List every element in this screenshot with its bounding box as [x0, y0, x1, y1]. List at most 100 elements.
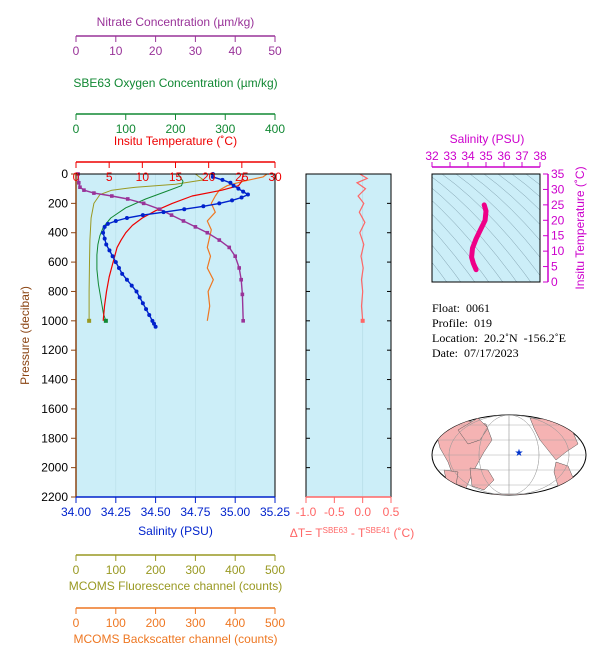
ts-isopycnal-line [432, 213, 490, 282]
salinity-point [153, 324, 158, 329]
ts-isopycnal-line [497, 174, 540, 211]
float-location-star-icon: ★ [515, 448, 524, 459]
nitrate-point [240, 292, 245, 297]
backscatter-tick-label: 500 [265, 616, 285, 630]
salinity-point [102, 224, 107, 229]
pressure-tick-label: 0 [61, 167, 68, 181]
salinity-point [150, 318, 155, 323]
ts-isopycnal-line [432, 200, 504, 282]
float-label: Float: 0061 [432, 301, 491, 315]
salinity-point [230, 198, 235, 203]
temperature-tick-label: 5 [106, 170, 113, 184]
salinity-point [245, 192, 250, 197]
salinity-point [137, 295, 142, 300]
salinity-point [201, 204, 206, 209]
temperature-tick-label: 25 [235, 170, 249, 184]
nitrate-point [157, 207, 162, 212]
delta-t-tick-label: 0.5 [383, 505, 400, 519]
pressure-tick-label: 400 [48, 226, 68, 240]
ts-isopycnal-line [525, 174, 540, 186]
delta-t-plot-area [306, 174, 391, 497]
backscatter-tick-label: 400 [225, 616, 245, 630]
nitrate-tick-label: 0 [73, 44, 80, 58]
location-label: Location: 20.2˚N -156.2˚E [432, 331, 566, 345]
nitrate-point [237, 266, 241, 270]
nitrate-point [233, 254, 237, 259]
temperature-tick-label: 15 [169, 170, 183, 184]
ts-temperature-tick-label: 15 [551, 229, 565, 243]
world-map: ★ [431, 414, 587, 496]
fluorescence-tick-label: 500 [265, 563, 285, 577]
salinity-point [144, 307, 149, 312]
salinity-point [104, 242, 109, 247]
salinity-tick-label: 34.75 [180, 505, 210, 519]
backscatter-line [206, 173, 268, 321]
salinity-point [228, 180, 233, 185]
fluorescence-tick-label: 400 [225, 563, 245, 577]
salinity-point [231, 183, 236, 188]
oxygen-line [96, 173, 184, 321]
salinity-point [124, 277, 129, 282]
ts-temperature-tick-label: 25 [551, 198, 565, 212]
salinity-point [217, 201, 222, 206]
fluorescence-tick-label: 200 [146, 563, 166, 577]
ts-salinity-tick-label: 38 [533, 149, 547, 163]
oxygen-tick-label: 100 [116, 122, 136, 136]
ts-isopycnal-line [432, 261, 448, 282]
nitrate-point [141, 201, 146, 206]
salinity-tick-label: 34.25 [101, 505, 131, 519]
temperature-tick-label: 10 [136, 170, 150, 184]
nitrate-point [125, 197, 130, 201]
delta-t-tick-label: -0.5 [324, 505, 345, 519]
ts-temperature-tick-label: 0 [551, 275, 558, 289]
oxygen-tick-label: 0 [73, 122, 80, 136]
ts-isopycnal-line [432, 228, 476, 282]
date-label: Date: 07/17/2023 [432, 346, 519, 360]
ts-salinity-tick-label: 34 [461, 149, 475, 163]
nitrate-tick-label: 40 [229, 44, 243, 58]
pressure-tick-label: 800 [48, 284, 68, 298]
pressure-tick-label: 1800 [41, 431, 68, 445]
salinity-tick-label: 34.00 [61, 505, 91, 519]
nitrate-point [92, 191, 96, 195]
ts-frame [431, 173, 541, 283]
salinity-point [140, 301, 145, 306]
temperature-line [102, 173, 244, 321]
salinity-point [110, 254, 115, 259]
salinity-point [113, 218, 118, 223]
map-continent [443, 469, 459, 489]
ts-salinity-axis-label: Salinity (PSU) [450, 132, 525, 146]
ts-isopycnal-line [432, 187, 518, 282]
profile-label: Profile: 019 [432, 316, 492, 330]
ts-salinity-tick-label: 32 [425, 149, 439, 163]
pressure-tick-label: 1200 [41, 343, 68, 357]
ts-temperature-tick-label: 20 [551, 213, 565, 227]
ts-salinity-tick-label: 36 [497, 149, 511, 163]
pressure-tick-label: 600 [48, 255, 68, 269]
pressure-tick-label: 200 [48, 196, 68, 210]
salinity-point [116, 265, 121, 270]
salinity-tick-label: 35.00 [220, 505, 250, 519]
salinity-point [140, 213, 145, 218]
salinity-point [152, 321, 157, 326]
salinity-point [210, 174, 215, 179]
nitrate-point [110, 194, 114, 198]
fluorescence-end-marker [87, 318, 92, 323]
ts-temperature-tick-label: 5 [551, 260, 558, 274]
salinity-point [102, 236, 107, 241]
salinity-point [182, 207, 187, 212]
oxygen-tick-label: 200 [165, 122, 185, 136]
temperature-axis-label: Insitu Temperature (˚C) [114, 134, 237, 148]
oxygen-tick-label: 300 [215, 122, 235, 136]
delta-t-axis-label: ΔT= TSBE63 - TSBE41 (˚C) [290, 526, 414, 541]
fluorescence-tick-label: 0 [73, 563, 80, 577]
salinity-point [220, 177, 225, 182]
pressure-tick-label: 2000 [41, 461, 68, 475]
salinity-axis-label: Salinity (PSU) [138, 524, 213, 538]
salinity-point [107, 248, 112, 253]
salinity-point [147, 312, 152, 317]
pressure-tick-label: 1600 [41, 402, 68, 416]
salinity-point [113, 260, 118, 265]
ts-isopycnal-line [432, 244, 462, 282]
ts-temperature-tick-label: 30 [551, 182, 565, 196]
